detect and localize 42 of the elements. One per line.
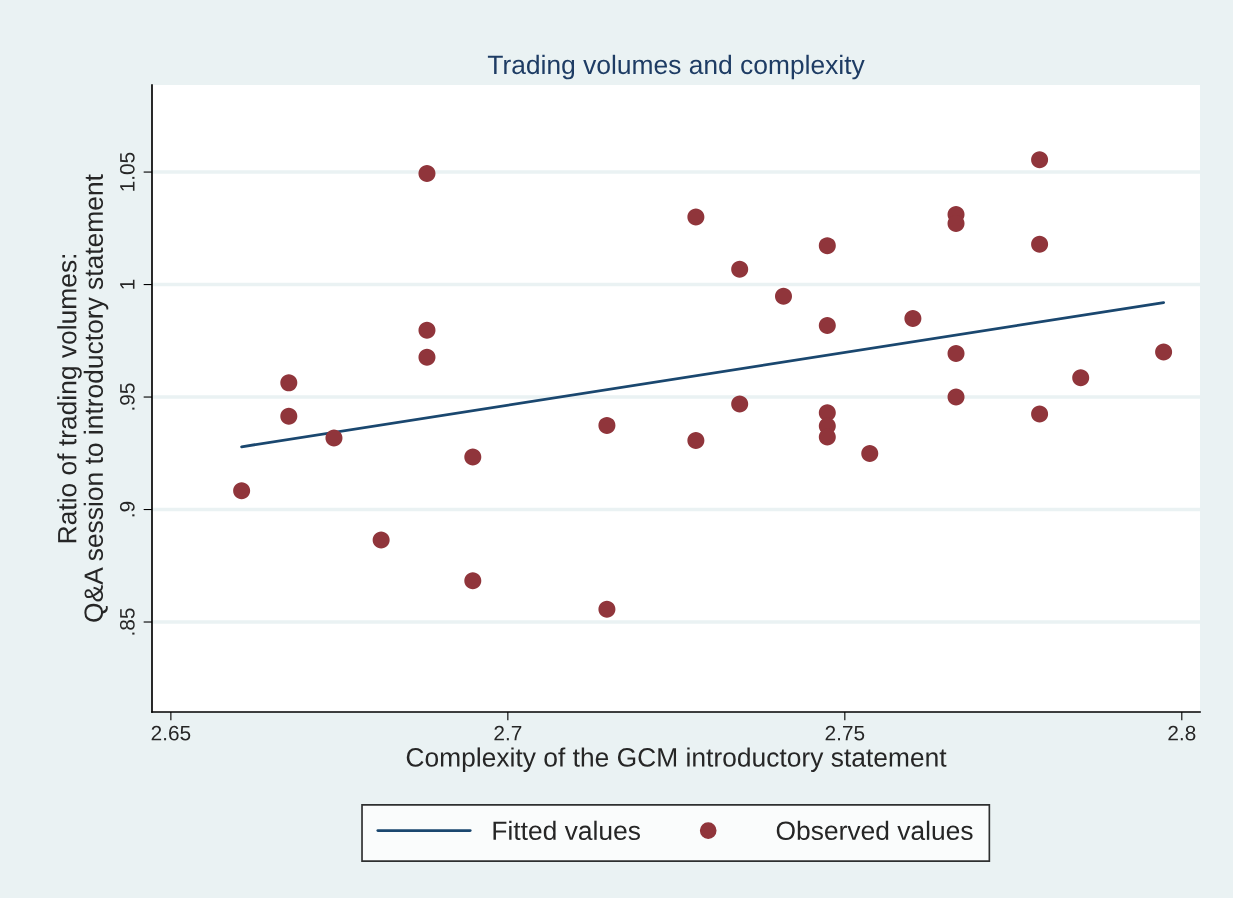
point xyxy=(1031,151,1049,169)
point xyxy=(774,287,792,305)
x-axis-title: Complexity of the GCM introductory statement xyxy=(406,747,947,772)
y-tick-label: .9 xyxy=(119,501,135,517)
y-tick-label: .85 xyxy=(119,608,135,635)
point xyxy=(372,531,390,549)
y-tick-label: .95 xyxy=(119,383,135,410)
point xyxy=(904,310,922,328)
chart-title: Trading volumes and complexity xyxy=(487,54,865,80)
point xyxy=(687,208,705,226)
point xyxy=(418,348,436,366)
point xyxy=(598,600,616,618)
y-axis-title: Ratio of trading volumes: Q&A session to introductory statement xyxy=(57,174,109,622)
point xyxy=(464,448,482,466)
x-tick-label: 2.75 xyxy=(825,725,865,741)
point xyxy=(418,164,436,182)
point xyxy=(947,388,965,406)
point xyxy=(731,260,749,278)
x-tick-label: 2.65 xyxy=(151,725,191,741)
point xyxy=(598,416,616,434)
point xyxy=(280,407,298,425)
y-tick-label: 1.05 xyxy=(119,152,135,191)
point xyxy=(1031,235,1049,253)
legend-label: Observed values xyxy=(776,820,973,841)
point xyxy=(418,321,436,339)
point xyxy=(818,237,836,255)
point xyxy=(1155,343,1173,361)
point xyxy=(280,374,298,392)
point xyxy=(1072,369,1090,387)
point xyxy=(1031,405,1049,423)
x-tick-label: 2.8 xyxy=(1168,725,1196,741)
point xyxy=(464,572,482,590)
point xyxy=(325,429,343,447)
x-tick-label: 2.7 xyxy=(494,725,522,741)
legend-label: Fitted values xyxy=(493,820,640,841)
point xyxy=(731,395,749,413)
point xyxy=(233,482,251,500)
y-tick-label: 1 xyxy=(120,279,135,289)
point xyxy=(861,445,879,463)
point xyxy=(818,316,836,334)
point xyxy=(947,344,965,362)
point xyxy=(687,431,705,449)
